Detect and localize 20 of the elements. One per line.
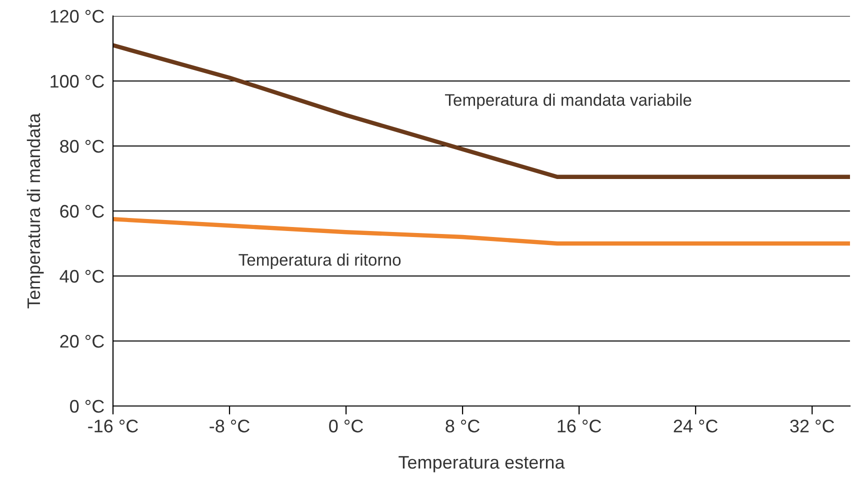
- x-axis-title: Temperatura esterna: [398, 456, 565, 472]
- text: Temperatura di mandata variabile: [445, 94, 692, 110]
- y-tick-label: 60 °C: [60, 204, 104, 218]
- x-tick-label: 24 °C: [674, 420, 718, 432]
- y-tick-label: 100 °C: [50, 74, 104, 88]
- y-tick-label: 120 °C: [50, 10, 104, 23]
- y-axis-title: Temperatura di mandata: [26, 113, 44, 308]
- line-series: [113, 43, 850, 179]
- x-tick-label: -16 °C: [88, 420, 138, 432]
- x-tick-label: 8 °C: [446, 420, 480, 432]
- line-series: [113, 217, 850, 246]
- y-tick-label: 20 °C: [60, 334, 104, 348]
- x-tick-label: 16 °C: [558, 420, 602, 432]
- y-tick-label: 40 °C: [60, 270, 104, 283]
- y-tick-label: 0 °C: [70, 400, 104, 413]
- x-tick-label: 32 °C: [790, 420, 834, 432]
- x-tick-label: -8 °C: [210, 420, 250, 432]
- series-label: Temperatura di ritorno: [238, 254, 401, 270]
- x-tick-label: 0 °C: [329, 420, 364, 432]
- y-tick-label: 80 °C: [60, 140, 104, 153]
